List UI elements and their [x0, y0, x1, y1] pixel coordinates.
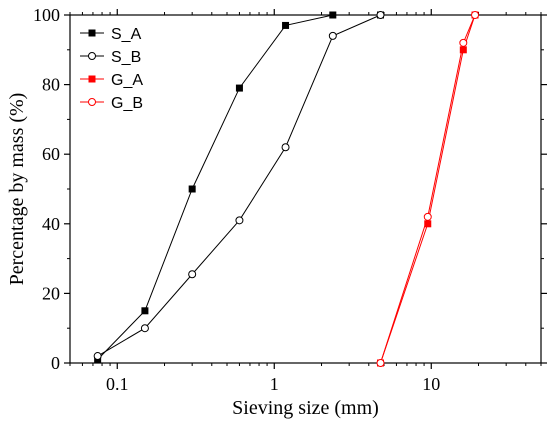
- y-tick-label: 40: [42, 214, 60, 234]
- data-point-s-a: [329, 11, 337, 19]
- y-tick-label: 80: [42, 75, 60, 95]
- data-point-g-a: [459, 46, 467, 54]
- data-point-g-a: [424, 220, 432, 228]
- series-markers: [93, 11, 480, 367]
- legend-marker-s-a: [88, 29, 96, 37]
- y-tick-label: 60: [42, 144, 60, 164]
- axis-ticks: 0 20 40 60 80 100 0.1 1 10: [33, 5, 547, 394]
- legend-marker-g-b: [88, 98, 96, 106]
- series-lines: [97, 14, 476, 364]
- data-point-s-b: [376, 11, 385, 19]
- legend-label-s-b: S_B: [111, 49, 141, 66]
- data-point-g-b: [423, 212, 432, 221]
- legend-marker-s-b: [88, 52, 96, 60]
- y-tick-label: 100: [33, 5, 60, 25]
- legend-marker-g-a: [88, 75, 96, 83]
- data-point-s-a: [188, 185, 196, 193]
- data-point-s-a: [282, 21, 290, 29]
- x-tick-label: 1: [270, 374, 279, 394]
- data-point-s-b: [188, 270, 197, 279]
- legend-label-g-a: G_A: [111, 72, 143, 89]
- y-tick-label: 0: [51, 353, 60, 373]
- series-line-s-b: [97, 14, 381, 357]
- x-tick-label: 0.1: [106, 374, 129, 394]
- plot-frame: [69, 14, 542, 364]
- data-point-s-a: [141, 307, 149, 315]
- y-axis-title: Percentage by mass (%): [6, 93, 28, 286]
- data-point-s-a: [235, 84, 243, 92]
- x-axis-title: Sieving size (mm): [232, 397, 379, 419]
- legend-label-g-b: G_B: [111, 95, 143, 112]
- data-point-s-b: [93, 352, 102, 361]
- data-point-s-b: [235, 216, 244, 225]
- series-line-s-a: [97, 14, 381, 360]
- data-point-s-b: [140, 324, 149, 333]
- data-point-g-b: [459, 38, 468, 47]
- x-tick-label: 10: [422, 374, 440, 394]
- y-tick-label: 20: [42, 283, 60, 303]
- data-point-g-b: [471, 11, 480, 19]
- series-line-g-b: [380, 14, 476, 364]
- data-point-g-b: [376, 359, 385, 367]
- legend-label-s-a: S_A: [111, 26, 142, 43]
- series-line-g-a: [380, 14, 476, 364]
- data-point-s-b: [281, 143, 290, 152]
- legend: S_A S_B G_A G_B: [80, 26, 143, 112]
- data-point-s-b: [328, 31, 337, 40]
